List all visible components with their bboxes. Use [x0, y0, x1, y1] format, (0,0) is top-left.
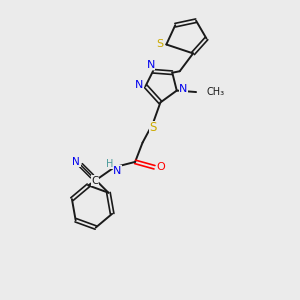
Text: O: O — [157, 162, 165, 172]
Text: N: N — [73, 157, 80, 166]
Text: C: C — [92, 176, 99, 186]
Text: S: S — [149, 121, 157, 134]
Text: N: N — [146, 60, 155, 70]
Text: H: H — [106, 159, 114, 169]
Text: S: S — [156, 40, 164, 50]
Text: N: N — [179, 84, 188, 94]
Text: N: N — [113, 166, 122, 176]
Text: N: N — [135, 80, 143, 90]
Text: CH₃: CH₃ — [206, 87, 225, 97]
